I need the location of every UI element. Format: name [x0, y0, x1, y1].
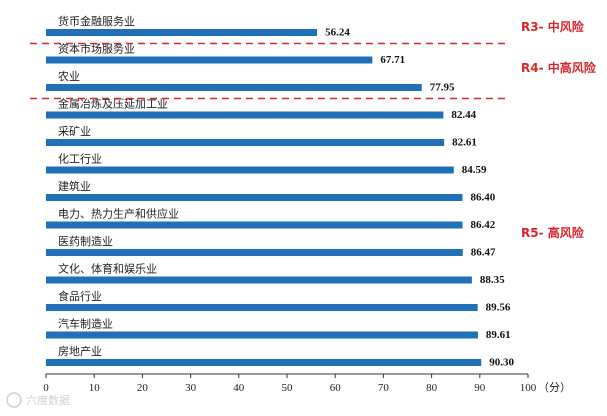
category-label: 化工行业	[58, 152, 102, 166]
bar	[46, 56, 373, 64]
watermark-logo: 六度数据	[6, 392, 70, 408]
category-label: 房地产业	[58, 344, 102, 358]
x-tick-label: 80	[426, 382, 438, 394]
category-label: 文化、体育和娱乐业	[58, 262, 157, 276]
value-label: 82.61	[452, 137, 477, 149]
x-axis: 0 10 20 30 40 50 60 70 80 90 100	[43, 373, 537, 394]
category-label: 食品行业	[58, 289, 102, 303]
x-tick-label: 40	[233, 382, 245, 394]
value-label: 90.30	[489, 357, 514, 369]
bar	[46, 276, 472, 284]
x-tick-label: 0	[43, 382, 49, 394]
x-tick-label: 90	[474, 382, 486, 394]
bar	[46, 111, 444, 119]
value-label: 56.24	[325, 27, 350, 39]
category-label: 医药制造业	[58, 234, 113, 248]
x-tick-label: 30	[185, 382, 197, 394]
bars-group	[46, 29, 482, 366]
risk-labels-group: R3- 中风险 R4- 中高风险 R5- 高风险	[521, 19, 597, 240]
x-tick-label: 100	[520, 382, 537, 394]
x-axis-unit-label: （分）	[538, 381, 571, 394]
category-label: 采矿业	[58, 125, 91, 138]
x-tick-label: 70	[378, 382, 390, 394]
bar	[46, 166, 454, 174]
category-label: 农业	[58, 69, 80, 83]
bar	[46, 249, 463, 256]
value-label: 88.35	[480, 274, 505, 286]
value-labels-group: 56.24 67.71 77.95 82.44 82.61 84.59 86.40 86.42…	[325, 27, 514, 369]
bar	[46, 29, 318, 36]
bar	[46, 84, 422, 91]
bar	[46, 304, 478, 311]
risk-label: R3- 中风险	[521, 19, 585, 34]
bar	[46, 194, 463, 201]
category-label: 建筑业	[58, 179, 91, 193]
value-label: 67.71	[380, 54, 405, 66]
value-label: 89.56	[486, 302, 511, 314]
category-labels-group: 货币金融服务业资本市场服务业农业金属冶炼及压延加工业采矿业化工行业建筑业电力、热…	[58, 14, 179, 358]
bar	[46, 139, 445, 146]
bar	[46, 359, 482, 366]
risk-dividers-group	[30, 42, 510, 100]
value-label: 77.95	[430, 82, 455, 94]
value-label: 89.61	[486, 329, 511, 341]
risk-label: R5- 高风险	[521, 225, 585, 240]
category-label: 金属冶炼及压延加工业	[58, 97, 168, 111]
x-tick-label: 50	[282, 382, 294, 394]
x-tick-label: 20	[137, 382, 149, 394]
watermark-text: 六度数据	[26, 393, 70, 407]
category-label: 资本市场服务业	[58, 42, 135, 56]
value-label: 86.47	[471, 247, 496, 259]
x-tick-label: 10	[89, 382, 101, 394]
risk-label: R4- 中高风险	[521, 60, 597, 75]
bar	[46, 221, 463, 229]
value-label: 86.40	[470, 192, 495, 204]
value-label: 84.59	[462, 164, 487, 176]
value-label: 82.44	[451, 109, 476, 121]
bar	[46, 331, 478, 339]
category-label: 汽车制造业	[58, 317, 113, 331]
value-label: 86.42	[471, 219, 496, 231]
x-tick-label: 60	[330, 382, 342, 394]
category-label: 电力、热力生产和供应业	[58, 207, 179, 221]
category-label: 货币金融服务业	[58, 14, 135, 28]
